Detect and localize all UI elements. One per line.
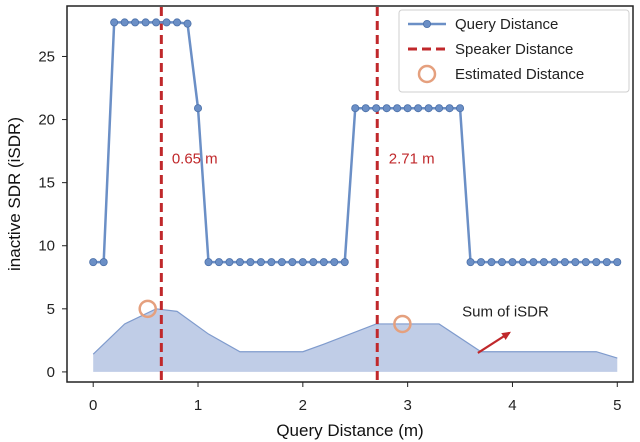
query-distance-point [183, 19, 192, 28]
query-distance-point [560, 258, 569, 267]
query-distance-point [267, 258, 276, 267]
query-distance-point [162, 18, 171, 27]
legend-label-estimated-distance: Estimated Distance [455, 66, 584, 83]
annotation-label-2: Sum of iSDR [462, 303, 549, 320]
x-tick-label: 0 [89, 397, 97, 414]
query-distance-point [298, 258, 307, 267]
query-distance-point [602, 258, 611, 267]
query-distance-point [235, 258, 244, 267]
legend-label-speaker-distance: Speaker Distance [455, 41, 573, 58]
legend-label-query-distance: Query Distance [455, 16, 558, 33]
query-distance-point [424, 104, 433, 113]
y-tick-label: 15 [38, 175, 55, 192]
query-distance-point [382, 104, 391, 113]
legend-marker-estimated-distance [417, 64, 437, 84]
query-distance-point [246, 258, 255, 267]
query-distance-point [330, 258, 339, 267]
query-distance-point [225, 258, 234, 267]
query-distance-point [497, 258, 506, 267]
query-distance-point [340, 258, 349, 267]
query-distance-point [445, 104, 454, 113]
query-distance-point [435, 104, 444, 113]
query-distance-point [361, 104, 370, 113]
y-tick-label: 0 [47, 364, 55, 381]
estimated-distance-marker-0 [138, 299, 157, 319]
query-distance-point [613, 258, 622, 267]
x-axis-title: Query Distance (m) [276, 421, 423, 440]
x-tick-label: 4 [508, 397, 516, 414]
query-distance-point [592, 258, 601, 267]
query-distance-point [99, 258, 108, 267]
y-axis-title: inactive SDR (iSDR) [5, 117, 24, 271]
estimated-distance-marker-1 [393, 314, 412, 334]
x-tick-label: 1 [194, 397, 202, 414]
query-distance-point [194, 104, 203, 113]
query-distance-point [214, 258, 223, 267]
query-distance-point [256, 258, 265, 267]
query-distance-point [120, 18, 129, 27]
query-distance-point [414, 104, 423, 113]
query-distance-point [204, 258, 213, 267]
legend-box [398, 9, 630, 93]
query-distance-point [372, 104, 381, 113]
query-distance-point [173, 18, 182, 27]
query-distance-point [539, 258, 548, 267]
x-tick-label: 3 [403, 397, 411, 414]
legend: Query Distance Speaker Distance Estimate… [398, 9, 630, 93]
query-distance-point [529, 258, 538, 267]
y-tick-label: 20 [38, 112, 55, 129]
y-tick-label: 10 [38, 238, 55, 255]
query-distance-point [110, 18, 119, 27]
query-distance-point [581, 258, 590, 267]
legend-marker-query-distance [422, 19, 431, 28]
query-distance-point [277, 258, 286, 267]
query-distance-point [131, 18, 140, 27]
query-distance-point [456, 104, 465, 113]
query-distance-point [351, 104, 360, 113]
query-distance-point [141, 18, 150, 27]
annotation-arrow [477, 331, 512, 354]
annotation-label-1: 2.71 m [389, 151, 435, 168]
query-distance-point [550, 258, 559, 267]
query-distance-point [477, 258, 486, 267]
y-tick-label: 25 [38, 48, 55, 65]
query-distance-point [487, 258, 496, 267]
query-distance-point [508, 258, 517, 267]
x-tick-label: 5 [613, 397, 621, 414]
query-distance-point [571, 258, 580, 267]
query-distance-point [393, 104, 402, 113]
x-tick-label: 2 [299, 397, 307, 414]
sum-of-isdr-area [93, 308, 618, 372]
query-distance-point [309, 258, 318, 267]
annotation-label-0: 0.65 m [172, 151, 218, 168]
query-distance-point [319, 258, 328, 267]
query-distance-point [288, 258, 297, 267]
query-distance-point [518, 258, 527, 267]
query-distance-point [152, 18, 161, 27]
query-distance-point [466, 258, 475, 267]
query-distance-point [403, 104, 412, 113]
query-distance-point [89, 258, 98, 267]
sum-of-isdr-outline [92, 308, 618, 359]
y-tick-label: 5 [47, 301, 55, 318]
